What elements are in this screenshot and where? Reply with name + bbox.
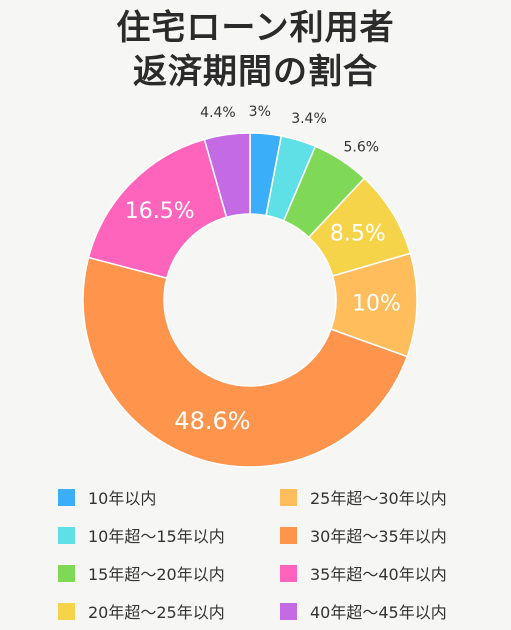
legend-swatch	[58, 602, 75, 620]
legend-swatch	[280, 526, 297, 544]
legend-label: 25年超〜30年以内	[310, 489, 447, 508]
legend-label: 35年超〜40年以内	[310, 565, 447, 584]
data-label: 4.4%	[200, 105, 236, 121]
data-label: 8.5%	[330, 221, 386, 246]
legend-item: 10年超〜15年以内	[58, 516, 280, 554]
legend-swatch	[280, 602, 297, 620]
legend-item: 10年以内	[58, 478, 280, 516]
legend-label: 20年超〜25年以内	[88, 603, 225, 622]
chart-title-line-2: 返済期間の割合	[133, 52, 378, 92]
legend-swatch	[58, 564, 75, 582]
legend-swatch	[58, 488, 75, 506]
legend-item: 35年超〜40年以内	[280, 554, 498, 592]
legend-label: 40年超〜45年以内	[310, 603, 447, 622]
legend-label: 10年超〜15年以内	[88, 527, 225, 546]
legend-label: 15年超〜20年以内	[88, 565, 225, 584]
pie-slice	[82, 256, 409, 468]
legend-item: 20年超〜25年以内	[58, 592, 280, 630]
legend-item: 15年超〜20年以内	[58, 554, 280, 592]
data-label: 10%	[352, 291, 401, 316]
legend-swatch	[280, 564, 297, 582]
pie-slice	[203, 132, 251, 219]
legend-label: 10年以内	[88, 489, 157, 508]
legend-swatch	[58, 526, 75, 544]
data-label: 48.6%	[174, 407, 250, 435]
legend-item: 40年超〜45年以内	[280, 592, 498, 630]
chart-legend: 10年以内 25年超〜30年以内 10年超〜15年以内 30年超〜35年以内 1…	[58, 478, 498, 630]
legend-label: 30年超〜35年以内	[310, 527, 447, 546]
legend-item: 25年超〜30年以内	[280, 478, 498, 516]
donut-chart: 3% 3.4% 5.6% 8.5% 10% 48.6% 16.5% 4.4%	[82, 104, 418, 468]
data-label: 3.4%	[291, 111, 327, 127]
data-label: 16.5%	[125, 199, 195, 224]
pie-slice	[87, 138, 228, 280]
legend-item: 30年超〜35年以内	[280, 516, 498, 554]
data-label: 5.6%	[343, 140, 379, 156]
legend-swatch	[280, 488, 297, 506]
data-label: 3%	[249, 104, 271, 120]
chart-title-line-1: 住宅ローン利用者	[116, 8, 395, 48]
chart-title: 住宅ローン利用者 返済期間の割合	[0, 6, 511, 94]
